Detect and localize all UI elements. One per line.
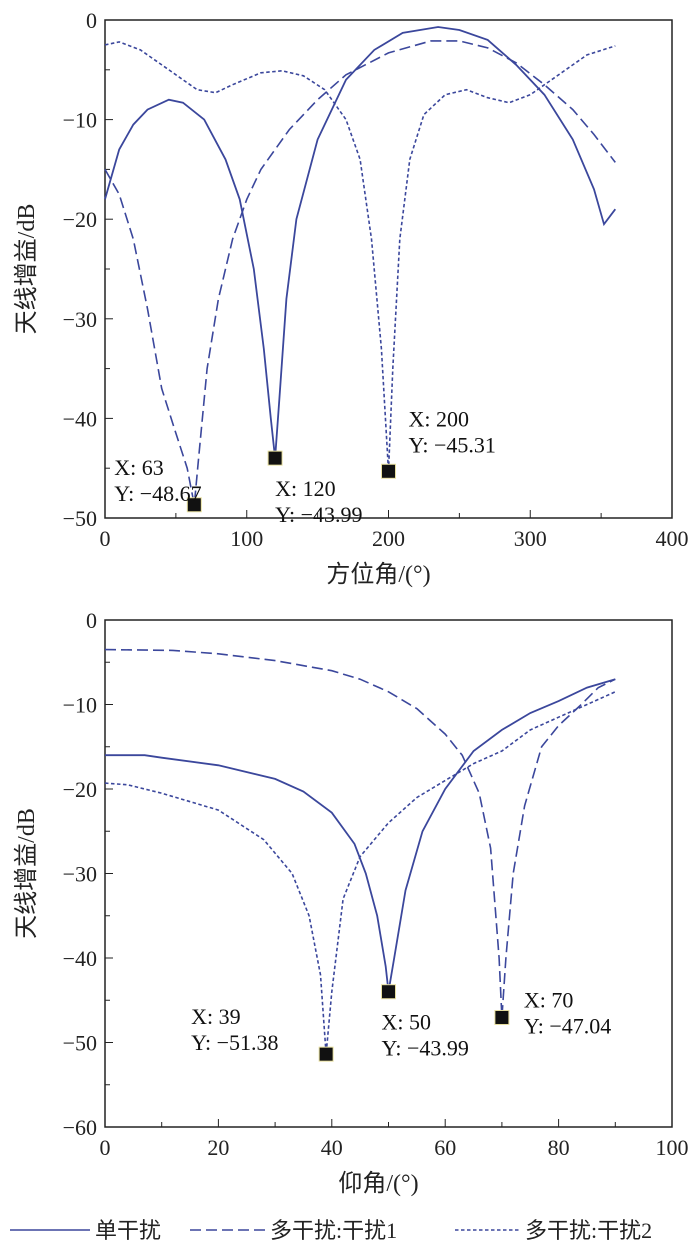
chart-1: 0 100 200 300 400 0 −10 −20 −30 −40 −50 方位角/(°) 天线增益… xyxy=(13,8,689,588)
series-line-3 xyxy=(104,691,616,1055)
y-axis-title: 天线增益/dB xyxy=(13,808,40,939)
x-tick-label: 20 xyxy=(207,1135,229,1160)
x-tick-label: 100 xyxy=(230,526,263,551)
x-tick-label: 0 xyxy=(100,1135,111,1160)
y-tick-label: −30 xyxy=(63,862,97,887)
x-tick-label: 0 xyxy=(100,526,111,551)
x-tick-label: 100 xyxy=(656,1135,689,1160)
annotation-x: X: 120 xyxy=(275,476,336,501)
y-tick-label: 0 xyxy=(86,8,97,33)
x-tick-label: 80 xyxy=(548,1135,570,1160)
chart-2: 0 20 40 60 80 100 0 −10 −20 −30 −40 −50 −60 仰角/(°) 天线增… xyxy=(13,608,689,1197)
annotation-y: Y: −43.99 xyxy=(275,502,362,527)
x-tick-label: 40 xyxy=(321,1135,343,1160)
x-axis-title: 方位角/(°) xyxy=(326,561,430,588)
data-marker xyxy=(267,450,283,466)
y-tick-label: −10 xyxy=(63,108,97,133)
annotation-x: X: 70 xyxy=(524,987,574,1012)
y-tick-label: −40 xyxy=(63,406,97,431)
legend-label: 多干扰:干扰2 xyxy=(525,1218,652,1243)
annotation-x: X: 39 xyxy=(191,1004,241,1029)
series-line-2 xyxy=(104,40,616,505)
annotation-x: X: 50 xyxy=(382,1010,432,1035)
y-tick-label: −20 xyxy=(63,777,97,802)
series-line-1 xyxy=(104,26,617,459)
x-axis-title: 仰角/(°) xyxy=(338,1170,418,1197)
series-line-3 xyxy=(104,41,616,472)
legend-label: 单干扰 xyxy=(95,1218,161,1243)
x-tick-label: 200 xyxy=(372,526,405,551)
series-line-1 xyxy=(105,678,616,992)
annotation-y: Y: −43.99 xyxy=(382,1036,469,1061)
y-tick-label: −60 xyxy=(63,1115,97,1140)
data-marker xyxy=(494,1009,510,1025)
plot-area xyxy=(104,19,673,519)
y-tick-label: −50 xyxy=(63,1031,97,1056)
data-marker xyxy=(318,1046,334,1062)
annotation-y: Y: −47.04 xyxy=(524,1013,611,1038)
annotation-x: X: 200 xyxy=(409,406,470,431)
y-tick-label: −40 xyxy=(63,946,97,971)
data-marker xyxy=(381,463,396,479)
y-tick-label: −50 xyxy=(63,506,97,531)
x-tick-label: 60 xyxy=(434,1135,456,1160)
y-tick-label: −30 xyxy=(63,307,97,332)
series-line-2 xyxy=(104,648,616,1018)
annotation-x: X: 63 xyxy=(114,455,163,480)
y-tick-label: −10 xyxy=(63,693,97,718)
annotation-y: Y: −51.38 xyxy=(191,1030,278,1055)
y-axis-title: 天线增益/dB xyxy=(13,204,40,335)
y-tick-label: 0 xyxy=(86,608,97,633)
y-tick-label: −20 xyxy=(63,207,97,232)
annotation-y: Y: −48.67 xyxy=(114,481,201,506)
legend-label: 多干扰:干扰1 xyxy=(270,1218,397,1243)
data-marker xyxy=(186,497,202,513)
x-tick-label: 300 xyxy=(514,526,547,551)
x-tick-label: 400 xyxy=(656,526,689,551)
legend: 单干扰 多干扰:干扰1 多干扰:干扰2 xyxy=(10,1218,652,1243)
data-marker xyxy=(381,984,396,1000)
annotation-y: Y: −45.31 xyxy=(409,432,496,457)
